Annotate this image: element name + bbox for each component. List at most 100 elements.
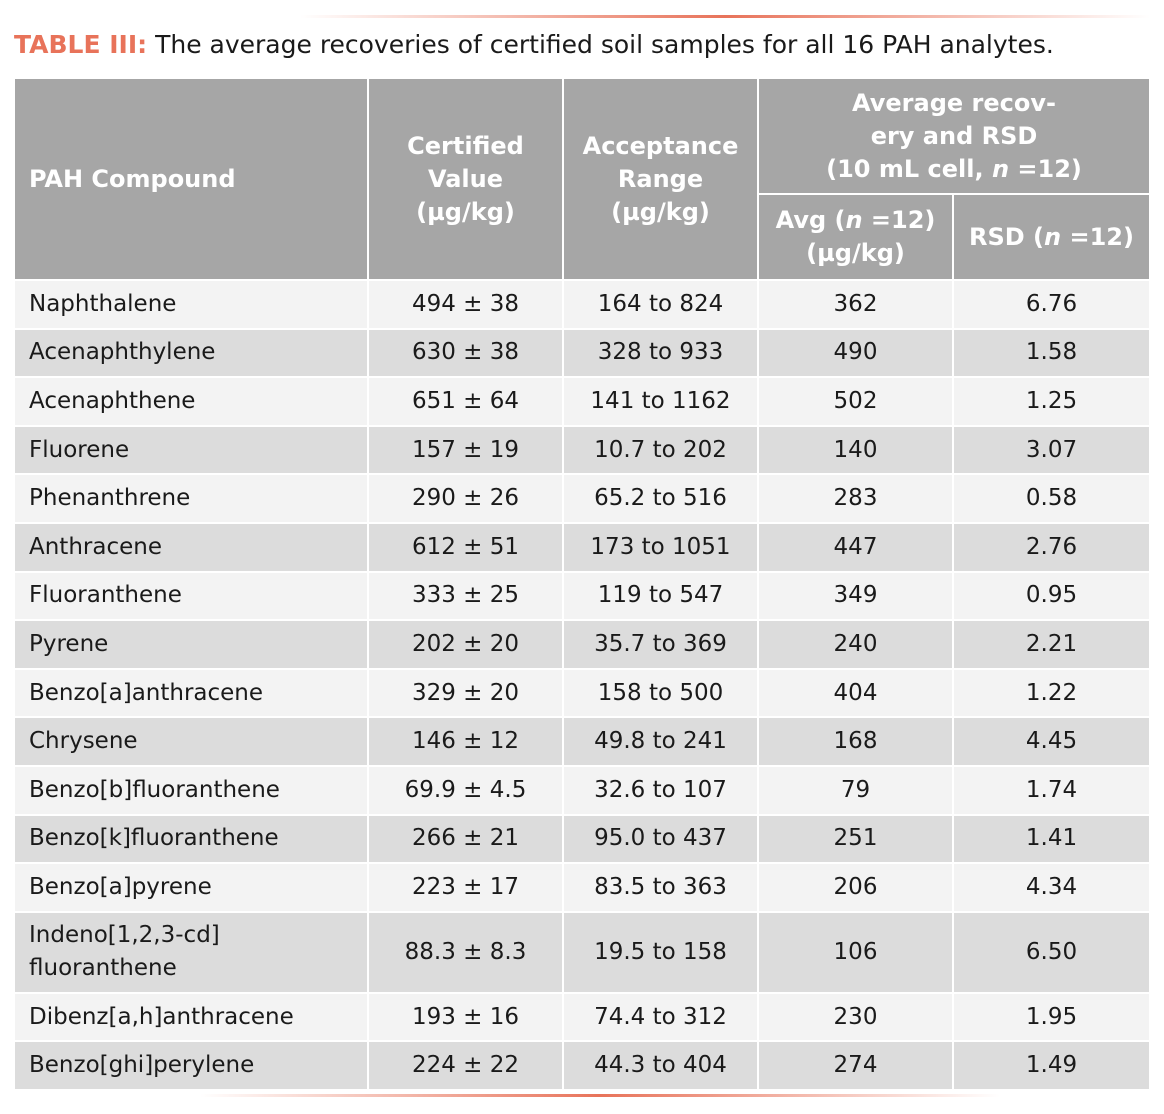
cell-text: 140 xyxy=(833,436,878,463)
text-line: Certified xyxy=(407,130,524,163)
table-cell: Benzo[k]fluoranthene xyxy=(15,815,367,863)
table-cell: 79 xyxy=(759,767,952,814)
table-cell: 6.76 xyxy=(954,281,1149,328)
text-run: =12) xyxy=(862,206,936,234)
table-cell: 202 ± 20 xyxy=(369,621,562,668)
cell-text: Fluoranthene xyxy=(29,582,182,609)
cell-text: 193 ± 16 xyxy=(411,1003,520,1030)
cell-text: Acenaphthene xyxy=(29,387,196,414)
cell-text: 612 ± 51 xyxy=(411,533,520,560)
text-run: (µg/kg) xyxy=(806,239,905,267)
cell-text: 141 to 1162 xyxy=(590,387,731,414)
table-cell: 19.5 to 158 xyxy=(564,912,757,992)
table-cell: 146 ± 12 xyxy=(369,718,562,765)
table-cell: 251 xyxy=(759,815,952,863)
cell-text: 4.45 xyxy=(1025,728,1078,755)
cell-text: 283 xyxy=(833,485,878,512)
header-cell: Acceptance Range (µg/kg) xyxy=(564,79,757,279)
cell-text: 65.2 to 516 xyxy=(594,485,727,512)
table-cell: 349 xyxy=(759,572,952,620)
table-cell: 224 ± 22 xyxy=(369,1042,562,1089)
table-cell: 140 xyxy=(759,426,952,474)
table-cell: Benzo[b]fluoranthene xyxy=(15,767,367,814)
text-line: (µg/kg) xyxy=(416,196,515,229)
cell-text: 44.3 to 404 xyxy=(594,1052,727,1079)
table-cell: Anthracene xyxy=(15,524,367,571)
cell-text: 290 ± 26 xyxy=(411,485,520,512)
cell-text: 202 ± 20 xyxy=(411,630,520,657)
table-cell: Indeno[1,2,3-cd] fluoranthene xyxy=(15,912,367,992)
cell-text: 240 xyxy=(833,630,878,657)
table-cell: 32.6 to 107 xyxy=(564,767,757,814)
cell-text: 404 xyxy=(833,679,878,706)
table-cell: 651 ± 64 xyxy=(369,378,562,425)
cell-text: 223 ± 17 xyxy=(411,873,520,900)
text-run: (µg/kg) xyxy=(611,197,710,226)
cell-text: 19.5 to 158 xyxy=(594,938,727,965)
text-line: Avg (n =12) xyxy=(776,204,936,237)
table-cell: Benzo[a]anthracene xyxy=(15,669,367,717)
table-cell: 10.7 to 202 xyxy=(564,426,757,474)
table-cell: 158 to 500 xyxy=(564,669,757,717)
table-cell: 290 ± 26 xyxy=(369,475,562,522)
cell-text: 333 ± 25 xyxy=(411,582,520,609)
cell-text: 157 ± 19 xyxy=(411,436,520,463)
text-line: PAH Compound xyxy=(29,163,236,196)
table-cell: Phenanthrene xyxy=(15,475,367,522)
table-cell: 612 ± 51 xyxy=(369,524,562,571)
cell-text: 88.3 ± 8.3 xyxy=(404,938,527,965)
top-rule xyxy=(300,15,1150,18)
table-cell: 362 xyxy=(759,281,952,328)
table-cell: 447 xyxy=(759,524,952,571)
table-cell: 1.58 xyxy=(954,329,1149,377)
caption: TABLE III: The average recoveries of cer… xyxy=(14,30,1054,59)
cell-text: 251 xyxy=(833,825,878,852)
cell-text: 158 to 500 xyxy=(597,679,724,706)
cell-text: Benzo[a]anthracene xyxy=(29,679,264,706)
cell-text: 168 xyxy=(833,728,878,755)
text-line: Acceptance xyxy=(583,130,739,163)
caption-text: The average recoveries of certified soil… xyxy=(147,30,1054,59)
table-cell: 404 xyxy=(759,669,952,717)
cell-text: 164 to 824 xyxy=(597,290,724,317)
header-cell: Average recov-ery and RSD (10 mL cell, n … xyxy=(759,79,1149,193)
cell-text: 35.7 to 369 xyxy=(594,630,727,657)
table-cell: 206 xyxy=(759,864,952,911)
cell-text: Acenaphthylene xyxy=(29,339,216,366)
table-cell: Fluoranthene xyxy=(15,572,367,620)
text-run: =12) xyxy=(1061,222,1134,251)
cell-text: 266 ± 21 xyxy=(411,825,520,852)
table-cell: 1.41 xyxy=(954,815,1149,863)
header-cell: PAH Compound xyxy=(15,79,367,279)
cell-text: 1.58 xyxy=(1025,339,1078,366)
text-run: Value xyxy=(427,164,504,193)
table-cell: 49.8 to 241 xyxy=(564,718,757,765)
cell-text: 32.6 to 107 xyxy=(594,776,727,803)
cell-text: 10.7 to 202 xyxy=(594,436,727,463)
cell-text: 173 to 1051 xyxy=(590,533,731,560)
table-cell: 83.5 to 363 xyxy=(564,864,757,911)
cell-text: Fluorene xyxy=(29,436,130,463)
table-cell: 88.3 ± 8.3 xyxy=(369,912,562,992)
text-run: RSD ( xyxy=(969,222,1045,251)
cell-text: 2.21 xyxy=(1025,630,1078,657)
cell-text: Chrysene xyxy=(29,728,138,755)
cell-text: 83.5 to 363 xyxy=(594,873,727,900)
table-cell: 3.07 xyxy=(954,426,1149,474)
cell-text: 206 xyxy=(833,873,878,900)
table-cell: 490 xyxy=(759,329,952,377)
cell-text: 1.49 xyxy=(1025,1052,1078,1079)
table-cell: 230 xyxy=(759,993,952,1041)
table-cell: 44.3 to 404 xyxy=(564,1042,757,1089)
text-run: =12) xyxy=(1009,154,1082,183)
cell-text: 4.34 xyxy=(1025,873,1078,900)
cell-text: 502 xyxy=(833,387,878,414)
table-cell: 2.21 xyxy=(954,621,1149,668)
table-cell: 157 ± 19 xyxy=(369,426,562,474)
bottom-rule xyxy=(200,1094,1000,1097)
cell-text: 630 ± 38 xyxy=(411,339,520,366)
text-run: PAH Compound xyxy=(29,164,236,193)
cell-text: 79 xyxy=(840,776,871,803)
text-run: (10 mL cell, xyxy=(826,154,992,183)
